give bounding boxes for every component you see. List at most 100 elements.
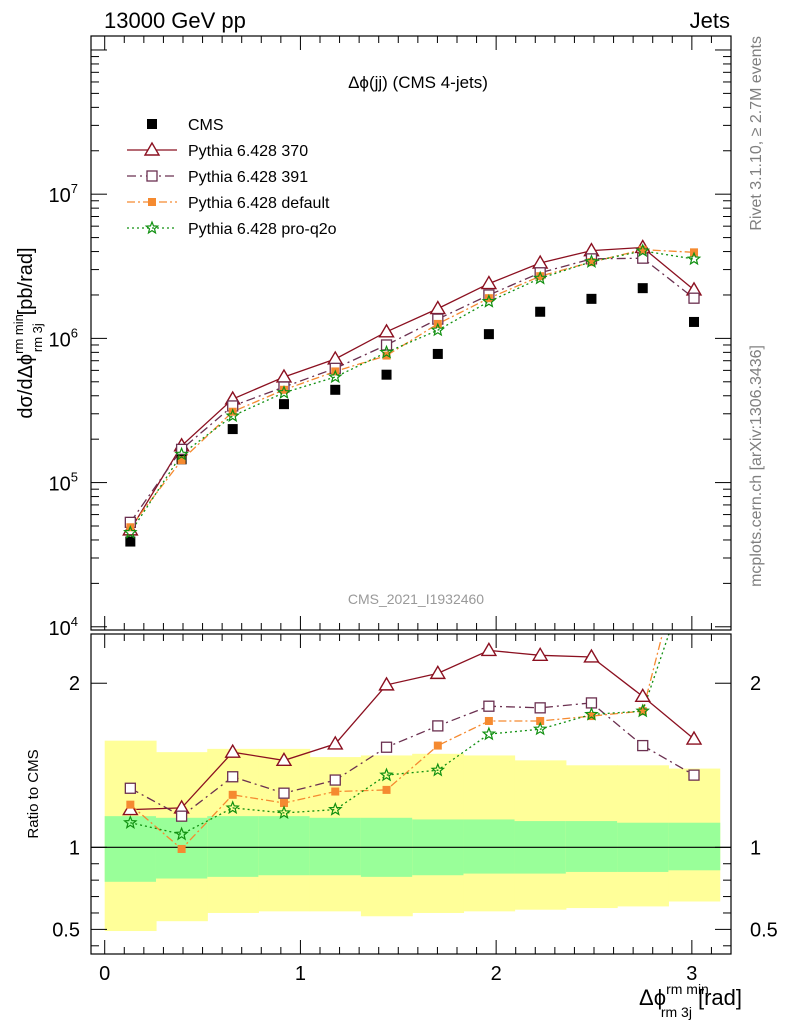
ratio-band-inner [207, 816, 259, 877]
legend-marker-cms [147, 119, 157, 129]
ratio-band-inner [258, 816, 311, 876]
main-ylabel: dσ/dΔϕrm min rm 3j [pb/rad] [11, 247, 45, 418]
legend-label-cms: CMS [188, 117, 224, 134]
ratio-xtick-label: 2 [491, 963, 502, 985]
main-point-pythia-6-428-370 [480, 275, 498, 290]
main-point-pythia-6-428-default [536, 272, 545, 281]
ratio-point-pythia-6-428-default [228, 790, 237, 799]
main-ytick-label-exp: 4 [71, 614, 78, 629]
ratio-band-inner [463, 819, 516, 874]
main-point-pythia-6-428-default [638, 245, 647, 254]
ratio-point-pythia-6-428-default [433, 741, 442, 750]
ratio-point-pythia-6-428-370 [327, 735, 344, 750]
ratio-point-pythia-6-428-370 [429, 664, 447, 680]
legend-label-pythia-6-428-pro-q2o: Pythia 6.428 pro-q2o [188, 221, 337, 238]
main-point-pythia-6-428-pro-q2o [686, 251, 702, 266]
ratio-xtick-label: 1 [295, 963, 306, 985]
main-point-pythia-6-428-default [484, 294, 493, 303]
legend-marker-pythia-6-428-pro-q2o [144, 220, 160, 235]
ratio-xlabel-unit: [rad] [698, 985, 742, 1010]
ratio-plot-frame [90, 633, 732, 955]
ratio-line-pythia-6-428-391 [129, 702, 695, 817]
main-ylabel-text: dσ/dΔϕ [15, 354, 37, 419]
ratio-point-pythia-6-428-391 [124, 782, 136, 794]
main-point-pythia-6-428-pro-q2o [379, 344, 394, 359]
ratio-ytick-label-right: 0.5 [750, 919, 778, 941]
ratio-xtick-label: 0 [99, 963, 110, 985]
main-ytick-label: 106 [49, 325, 78, 351]
ratio-point-pythia-6-428-391 [278, 787, 290, 799]
main-ylabel-sub: rm 3j [30, 323, 45, 352]
ratio-point-pythia-6-428-default [279, 799, 288, 808]
main-point-pythia-6-428-370 [327, 350, 344, 365]
header-left: 13000 GeV pp [104, 8, 246, 33]
main-point-pythia-6-428-370 [429, 300, 447, 315]
main-point-pythia-6-428-pro-q2o [328, 369, 343, 384]
main-point-cms [381, 369, 392, 380]
main-ytick-label: 104 [49, 614, 78, 640]
legend-label-pythia-6-428-default: Pythia 6.428 default [188, 195, 330, 212]
mcplots-label: mcplots.cern.ch [arXiv:1306.3436] [748, 345, 765, 587]
ratio-point-pythia-6-428-391 [432, 720, 444, 732]
ratio-plot: 0.5 0.5 1 1 2 2 0 1 2 3 Ratio to CMS Δϕrm min rm 3… [25, 633, 778, 1020]
ratio-point-pythia-6-428-pro-q2o [328, 801, 343, 816]
main-ytick-label-exp: 7 [71, 181, 78, 196]
main-point-pythia-6-428-pro-q2o [174, 446, 189, 461]
main-point-cms [483, 329, 494, 340]
ratio-point-pythia-6-428-pro-q2o [379, 767, 394, 782]
ratio-line-pythia-6-428-pro-q2o [130, 634, 670, 835]
main-point-pythia-6-428-pro-q2o [225, 408, 240, 423]
ratio-point-pythia-6-428-391 [585, 697, 598, 709]
main-ytick-label: 107 [49, 181, 78, 207]
ratio-point-pythia-6-428-default [587, 712, 596, 721]
main-point-pythia-6-428-pro-q2o [123, 524, 138, 539]
ratio-point-pythia-6-428-default [484, 716, 493, 725]
ratio-xlabel-text: Δϕ [639, 985, 666, 1010]
ratio-point-pythia-6-428-pro-q2o [225, 800, 240, 815]
main-point-cms [586, 293, 597, 304]
main-ytick-label-exp: 5 [71, 470, 78, 485]
ratio-point-pythia-6-428-default [126, 800, 135, 809]
ratio-ytick-label-left: 2 [69, 673, 80, 695]
legend-label-pythia-6-428-370: Pythia 6.428 370 [188, 143, 308, 160]
main-point-pythia-6-428-370 [378, 323, 395, 338]
ratio-line-pythia-6-428-default [129, 634, 664, 850]
main-line-pythia-6-428-default [129, 249, 695, 528]
ratio-line-pythia-6-428-370 [130, 649, 695, 811]
main-point-cms [535, 306, 546, 317]
ratio-point-pythia-6-428-391 [227, 771, 239, 783]
main-ytick-label-exp: 6 [71, 325, 78, 340]
legend-marker-pythia-6-428-default [148, 198, 156, 206]
main-point-cms [330, 384, 341, 395]
main-point-cms [689, 316, 700, 327]
ratio-point-pythia-6-428-370 [224, 743, 241, 758]
main-plot-frame [90, 35, 732, 631]
ratio-point-pythia-6-428-391 [483, 700, 495, 712]
ratio-ytick-label-right: 1 [750, 837, 761, 859]
ratio-point-pythia-6-428-default [382, 785, 391, 794]
header-right: Jets [690, 8, 730, 33]
rivet-label: Rivet 3.1.10, ≥ 2.7M events [748, 36, 765, 231]
ratio-point-pythia-6-428-pro-q2o [430, 762, 446, 777]
ratio-point-pythia-6-428-default [177, 844, 186, 853]
main-point-pythia-6-428-default [279, 385, 288, 394]
main-point-pythia-6-428-pro-q2o [584, 254, 599, 268]
ratio-point-pythia-6-428-pro-q2o [481, 726, 497, 741]
main-point-pythia-6-428-pro-q2o [481, 293, 497, 308]
ratio-point-pythia-6-428-391 [637, 739, 649, 752]
ratio-point-pythia-6-428-391 [534, 702, 546, 714]
ratio-point-pythia-6-428-391 [688, 769, 700, 781]
ratio-point-pythia-6-428-default [638, 707, 647, 716]
ratio-point-pythia-6-428-default [331, 787, 340, 796]
watermark: CMS_2021_I1932460 [348, 591, 484, 607]
main-point-pythia-6-428-default [228, 407, 237, 416]
ratio-band-inner [668, 822, 721, 871]
main-point-pythia-6-428-pro-q2o [430, 322, 446, 337]
ratio-point-pythia-6-428-370 [634, 687, 651, 703]
ratio-xlabel-sup: rm min [666, 981, 709, 997]
main-point-pythia-6-428-default [587, 258, 596, 267]
main-ytick-label-base: 10 [49, 618, 71, 640]
ratio-xtick-label: 3 [686, 963, 697, 985]
